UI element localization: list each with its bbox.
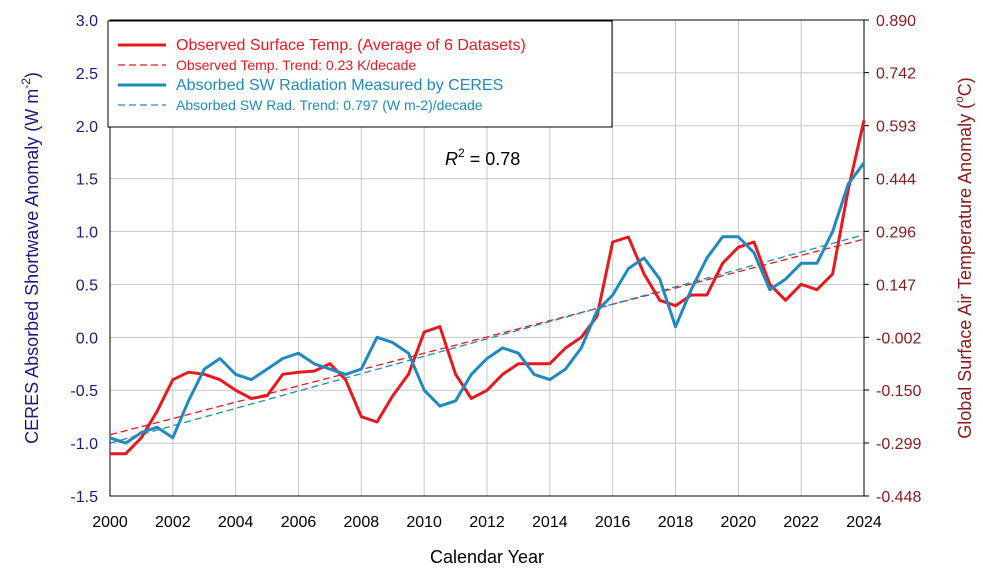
x-tick-label: 2008 — [344, 514, 380, 531]
plot-frame — [109, 19, 865, 497]
x-tick-label: 2024 — [846, 514, 882, 531]
y-tick-label: 1.0 — [76, 225, 98, 242]
y2-tick-label: -0.448 — [876, 489, 921, 506]
y-tick-label: 3.0 — [76, 13, 98, 30]
y2-tick-label: 0.742 — [876, 66, 916, 83]
y2-tick-label: 0.296 — [876, 224, 916, 241]
legend-label: Observed Temp. Trend: 0.23 K/decade — [176, 57, 416, 73]
x-tick-label: 2000 — [92, 514, 128, 531]
x-tick-label: 2018 — [658, 514, 694, 531]
y2-axis-label-sup: o — [952, 96, 966, 103]
annotation-text: = 0.78 — [470, 149, 521, 169]
y2-tick-label: -0.299 — [876, 436, 921, 453]
y-axis-label-text: ) — [22, 72, 42, 78]
y-tick-label: 0.5 — [76, 277, 98, 294]
y2-tick-label: 0.593 — [876, 119, 916, 136]
y-tick-label: 1.5 — [76, 172, 98, 189]
x-tick-label: 2010 — [406, 514, 442, 531]
trend-line — [109, 238, 865, 436]
legend-label: Absorbed SW Radiation Measured by CERES — [176, 77, 503, 94]
y-tick-label: 2.0 — [76, 119, 98, 136]
annotation: R2 = 0.78 — [445, 146, 520, 169]
y2-tick-label: -0.002 — [876, 330, 921, 347]
y-tick-label: -0.5 — [70, 383, 98, 400]
legend-box — [107, 20, 613, 128]
y-tick-label: -1.5 — [70, 489, 98, 506]
y2-axis-label-text: Global Surface Air Temperature Anomaly ( — [955, 103, 975, 439]
y-tick-label: -1.0 — [70, 436, 98, 453]
legend-label: Observed Surface Temp. (Average of 6 Dat… — [176, 37, 526, 54]
data-line — [110, 119, 866, 456]
y2-axis-label: Global Surface Air Temperature Anomaly (… — [952, 77, 975, 439]
y2-tick-label: -0.150 — [876, 383, 921, 400]
annotation-text: R — [445, 149, 458, 169]
y-axis-label-text: CERES Absorbed Shortwave Anomaly (W m — [22, 89, 42, 444]
x-tick-label: 2020 — [721, 514, 757, 531]
x-tick-label: 2022 — [783, 514, 819, 531]
annotation-sup: 2 — [458, 146, 465, 160]
x-tick-label: 2004 — [218, 514, 254, 531]
x-tick-label: 2012 — [469, 514, 505, 531]
y2-tick-label: 0.444 — [876, 172, 916, 189]
trend-line — [109, 234, 865, 444]
data-line — [109, 161, 866, 445]
y-tick-label: 0.0 — [76, 330, 98, 347]
x-tick-label: 2016 — [595, 514, 631, 531]
y2-tick-label: 0.890 — [876, 13, 916, 30]
x-tick-label: 2006 — [281, 514, 317, 531]
x-axis-label: Calendar Year — [430, 547, 544, 567]
y-tick-label: 2.5 — [76, 66, 98, 83]
y2-tick-label: 0.147 — [876, 277, 916, 294]
y-axis-label: CERES Absorbed Shortwave Anomaly (W m-2) — [19, 72, 42, 444]
y-axis-label-sup: -2 — [19, 78, 33, 89]
x-tick-label: 2014 — [532, 514, 568, 531]
legend-label: Absorbed SW Rad. Trend: 0.797 (W m-2)/de… — [176, 97, 483, 113]
x-tick-label: 2002 — [155, 514, 191, 531]
y2-axis-label-text: C) — [955, 77, 975, 96]
